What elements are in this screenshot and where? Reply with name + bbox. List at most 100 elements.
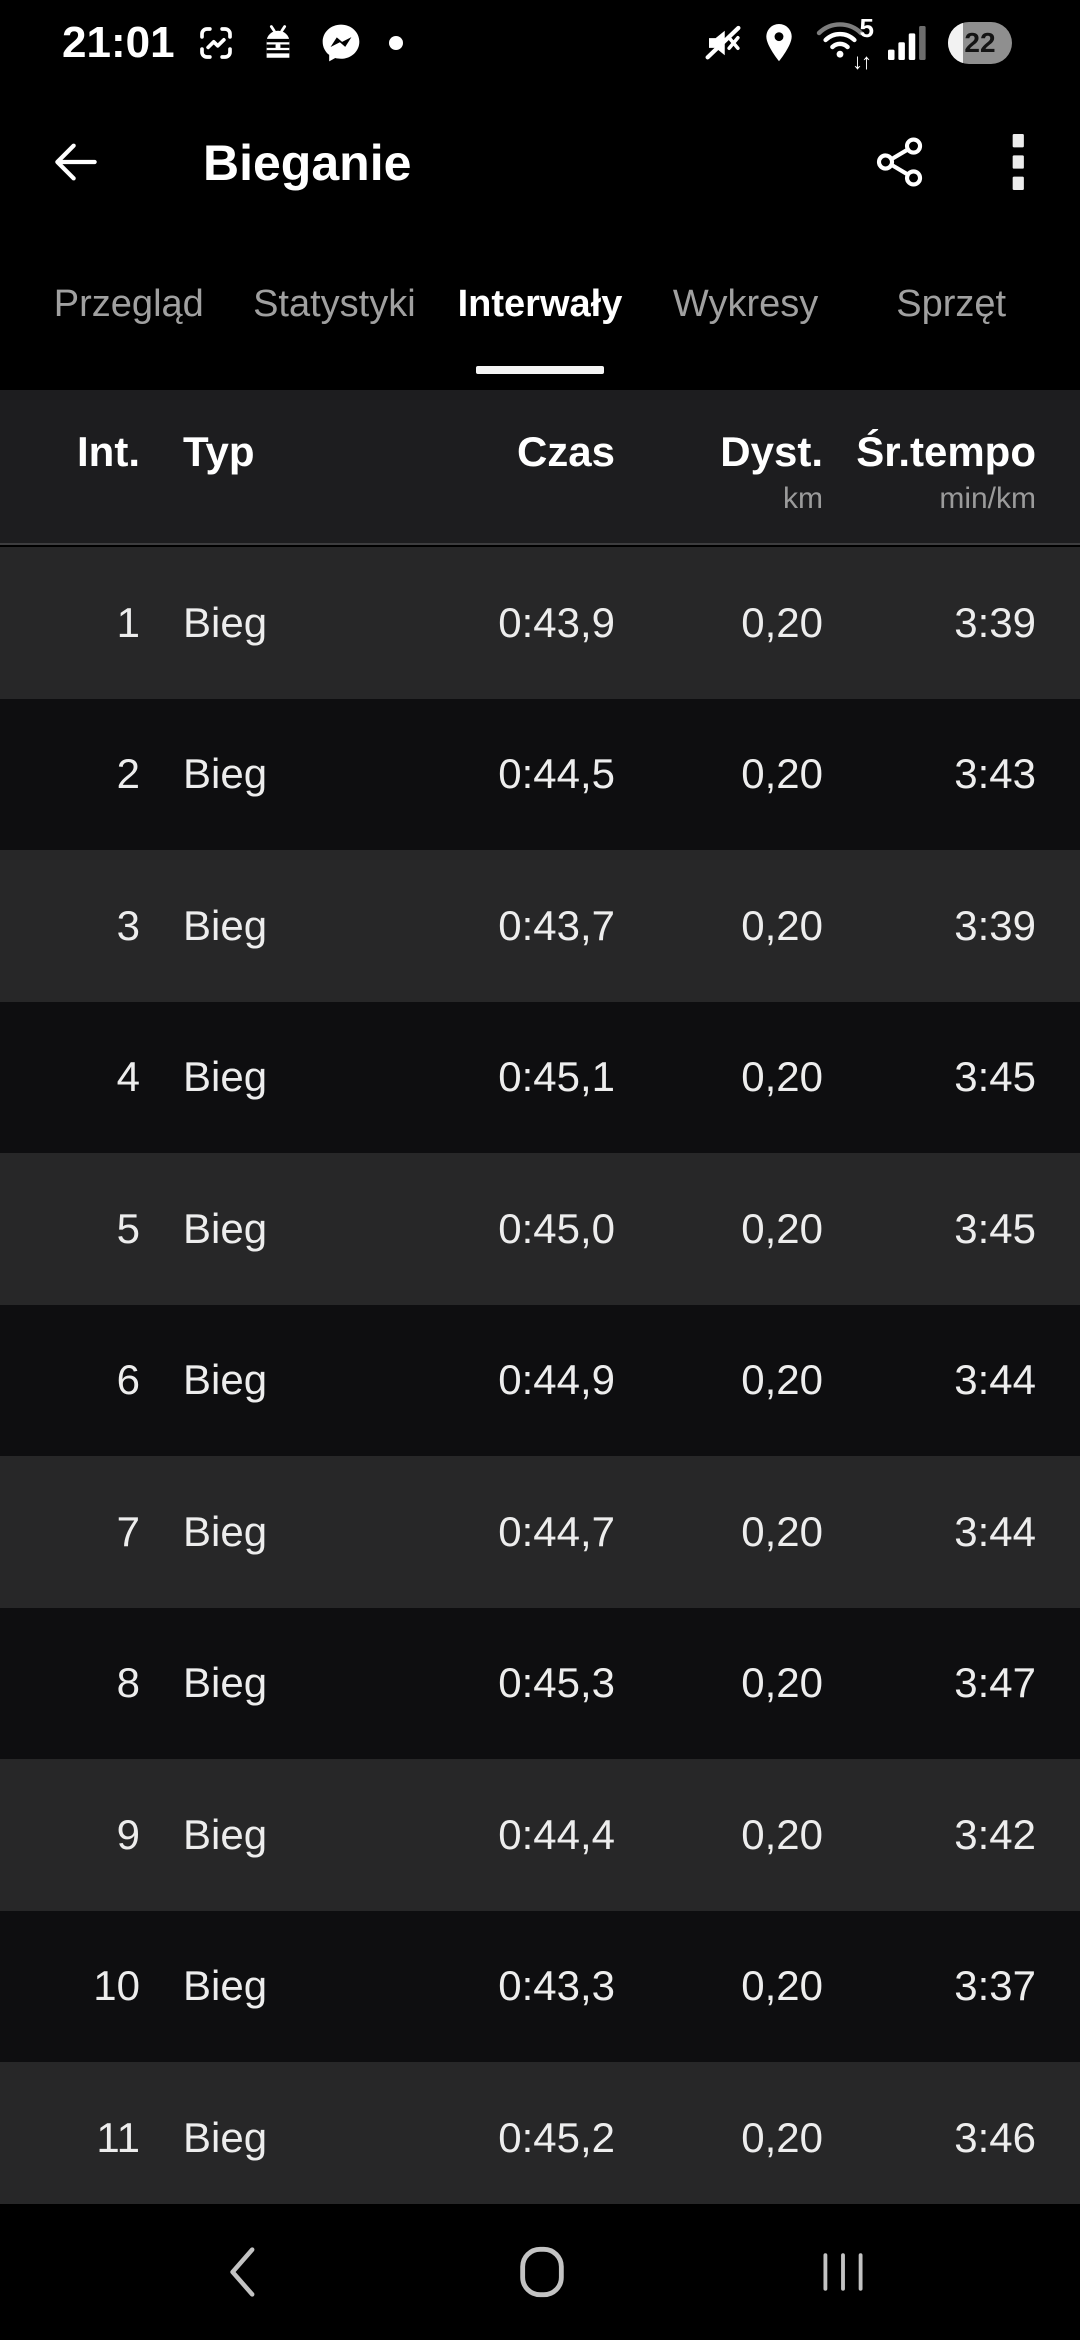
- cell-interval-number: 10: [93, 1962, 140, 2010]
- cell-interval-type: Bieg: [183, 1204, 268, 1252]
- android-navigation-bar: [0, 2204, 1080, 2340]
- tab-statystyki[interactable]: Statystyki: [232, 245, 438, 390]
- cell-interval-number: 1: [116, 598, 140, 646]
- cell-interval-dist: 0,20: [741, 1507, 823, 1555]
- status-time: 21:01: [62, 18, 175, 67]
- battery-indicator: 22: [948, 22, 1012, 64]
- cell-interval-dist: 0,20: [741, 1810, 823, 1858]
- interval-row[interactable]: 5 Bieg 0:45,0 0,20 3:45: [0, 1153, 1080, 1305]
- interval-row[interactable]: 11 Bieg 0:45,2 0,20 3:46: [0, 2062, 1080, 2204]
- cell-interval-type: Bieg: [183, 901, 268, 949]
- cell-interval-time: 0:43,7: [498, 901, 615, 949]
- cell-interval-type: Bieg: [183, 1053, 268, 1101]
- cell-interval-number: 11: [96, 2113, 140, 2161]
- col-header-pace: Śr.tempo: [856, 428, 1036, 475]
- cell-interval-pace: 3:43: [954, 750, 1036, 798]
- cell-interval-number: 4: [116, 1053, 140, 1101]
- tab-sprzet[interactable]: Sprzęt: [848, 245, 1054, 390]
- striped-robot-app-icon: [266, 25, 289, 58]
- notification-dot-icon: [388, 36, 403, 50]
- interval-table-header: Int. Typ Czas Dyst. Śr.tempo km min/km: [0, 390, 1080, 545]
- interval-row[interactable]: 7 Bieg 0:44,7 0,20 3:44: [0, 1456, 1080, 1608]
- back-arrow-icon: [55, 143, 97, 181]
- nav-home-button[interactable]: [472, 2204, 612, 2340]
- back-button[interactable]: [40, 114, 112, 210]
- tab-interwaly[interactable]: Interwały: [437, 245, 643, 390]
- app-header: Bieganie: [0, 80, 1080, 245]
- cell-interval-time: 0:44,5: [498, 750, 615, 798]
- signal-bars-icon: [888, 25, 926, 61]
- nav-recents-lines-icon: [823, 2253, 863, 2291]
- interval-row[interactable]: 3 Bieg 0:43,7 0,20 3:39: [0, 850, 1080, 1002]
- location-icon: [766, 24, 792, 62]
- cell-interval-time: 0:44,4: [498, 1810, 615, 1858]
- cell-interval-number: 9: [116, 1810, 140, 1858]
- share-icon: [876, 137, 923, 187]
- active-tab-underline: [475, 366, 604, 374]
- wifi-5-icon: 5 ↓↑: [814, 13, 874, 74]
- interval-row[interactable]: 8 Bieg 0:45,3 0,20 3:47: [0, 1607, 1080, 1759]
- sound-muted-icon: [705, 25, 741, 60]
- cell-interval-time: 0:45,2: [498, 2113, 615, 2161]
- cell-interval-pace: 3:44: [954, 1356, 1036, 1404]
- cell-interval-pace: 3:39: [954, 598, 1036, 646]
- cell-interval-number: 2: [116, 750, 140, 798]
- cell-interval-number: 7: [116, 1507, 140, 1555]
- cell-interval-dist: 0,20: [741, 901, 823, 949]
- cell-interval-pace: 3:47: [954, 1659, 1036, 1707]
- interval-row[interactable]: 6 Bieg 0:44,9 0,20 3:44: [0, 1304, 1080, 1456]
- cell-interval-type: Bieg: [183, 1659, 268, 1707]
- cell-interval-time: 0:45,3: [498, 1659, 615, 1707]
- cell-interval-type: Bieg: [183, 1356, 268, 1404]
- status-bar: 21:01: [0, 0, 1080, 80]
- nav-home-squircle-icon: [520, 2246, 564, 2298]
- cell-interval-type: Bieg: [183, 750, 268, 798]
- nav-back-button[interactable]: [171, 2204, 311, 2340]
- battery-percent: 22: [964, 27, 996, 58]
- status-bar-right: 5 ↓↑ 22: [702, 13, 1012, 74]
- cell-interval-type: Bieg: [183, 2113, 268, 2161]
- cell-interval-number: 5: [116, 1204, 140, 1252]
- col-header-type: Typ: [183, 428, 255, 475]
- cell-interval-time: 0:44,9: [498, 1356, 615, 1404]
- interval-row[interactable]: 9 Bieg 0:44,4 0,20 3:42: [0, 1759, 1080, 1911]
- cell-interval-dist: 0,20: [741, 2113, 823, 2161]
- cell-interval-dist: 0,20: [741, 1204, 823, 1252]
- battery-fill-level: [948, 22, 964, 64]
- cell-interval-type: Bieg: [183, 1810, 268, 1858]
- tab-wykresy[interactable]: Wykresy: [643, 245, 849, 390]
- col-header-dist: Dyst.: [720, 428, 823, 475]
- cell-interval-dist: 0,20: [741, 1659, 823, 1707]
- cell-interval-time: 0:43,9: [498, 598, 615, 646]
- cell-interval-number: 3: [116, 901, 140, 949]
- tab-bar: Przegląd Statystyki Interwały Wykresy Sp…: [0, 245, 1080, 390]
- cell-interval-dist: 0,20: [741, 1053, 823, 1101]
- table-header-labels: Int. Typ Czas Dyst. Śr.tempo: [0, 428, 1080, 476]
- cell-interval-dist: 0,20: [741, 598, 823, 646]
- page-title: Bieganie: [203, 134, 412, 191]
- share-button[interactable]: [856, 114, 944, 210]
- more-vertical-icon: [1012, 134, 1024, 190]
- cell-interval-pace: 3:37: [954, 1962, 1036, 2010]
- cell-interval-pace: 3:39: [954, 901, 1036, 949]
- cell-interval-dist: 0,20: [741, 1962, 823, 2010]
- cell-interval-number: 8: [116, 1659, 140, 1707]
- cell-interval-time: 0:43,3: [498, 1962, 615, 2010]
- cell-interval-pace: 3:46: [954, 2113, 1036, 2161]
- cell-interval-dist: 0,20: [741, 1356, 823, 1404]
- interval-row[interactable]: 4 Bieg 0:45,1 0,20 3:45: [0, 1001, 1080, 1153]
- cell-interval-type: Bieg: [183, 1962, 268, 2010]
- cell-interval-type: Bieg: [183, 598, 268, 646]
- interval-row[interactable]: 2 Bieg 0:44,5 0,20 3:43: [0, 698, 1080, 850]
- overflow-menu-button[interactable]: [986, 114, 1050, 210]
- unit-pace: min/km: [939, 482, 1036, 515]
- messenger-icon: [322, 24, 359, 62]
- interval-row[interactable]: 1 Bieg 0:43,9 0,20 3:39: [0, 547, 1080, 699]
- cell-interval-pace: 3:42: [954, 1810, 1036, 1858]
- unit-dist: km: [783, 482, 823, 515]
- nav-recents-button[interactable]: [773, 2204, 913, 2340]
- cell-interval-pace: 3:44: [954, 1507, 1036, 1555]
- interval-row[interactable]: 10 Bieg 0:43,3 0,20 3:37: [0, 1910, 1080, 2062]
- nav-back-chevron-icon: [230, 2247, 255, 2297]
- tab-przeglad[interactable]: Przegląd: [26, 245, 232, 390]
